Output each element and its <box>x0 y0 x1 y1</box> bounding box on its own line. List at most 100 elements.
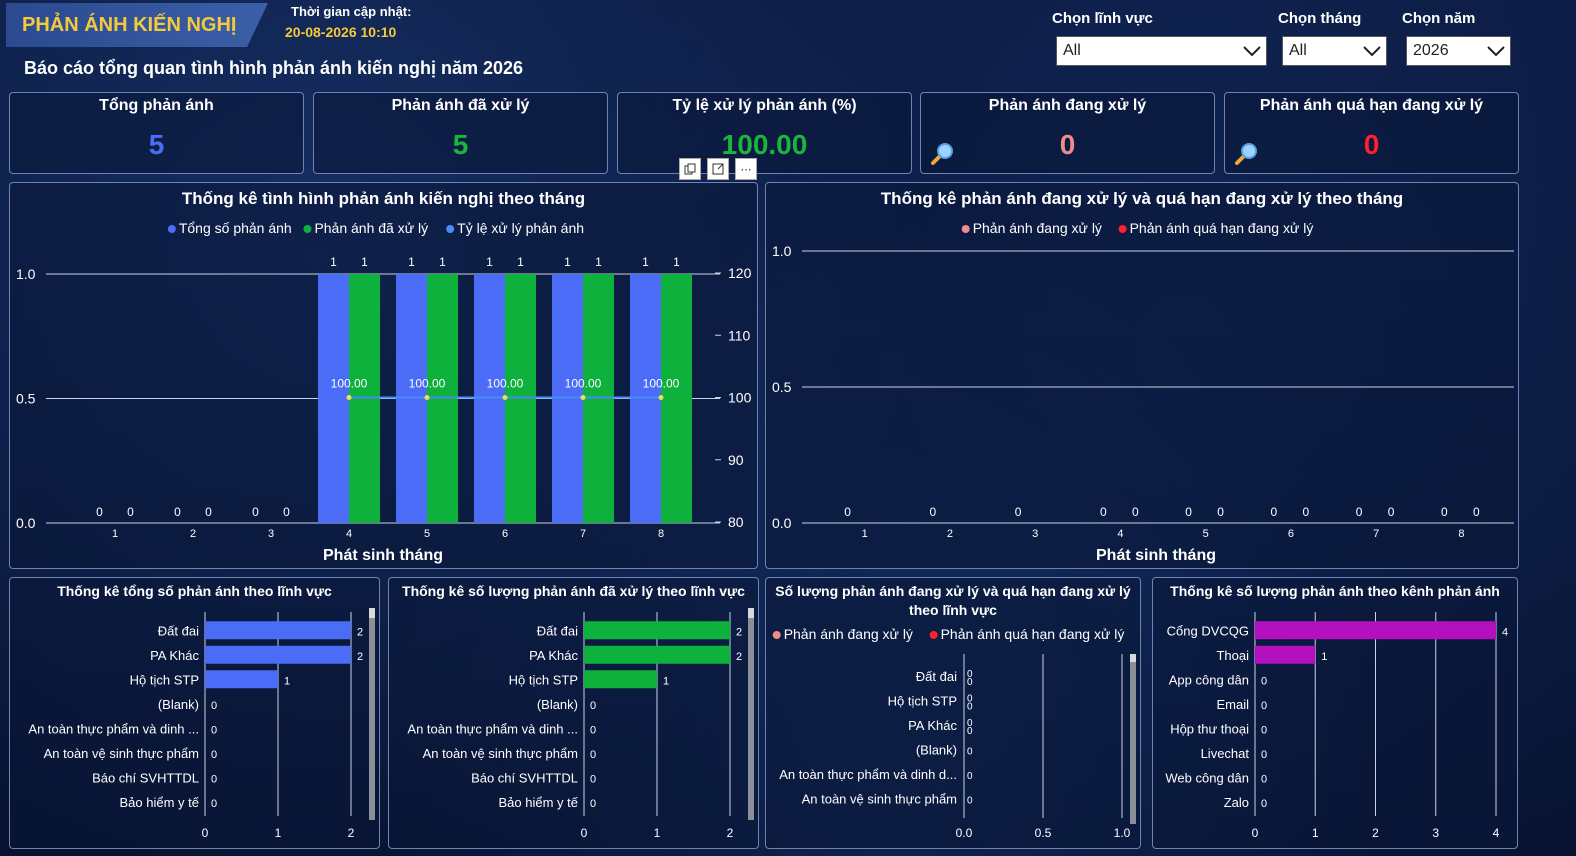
month-filter-select[interactable]: All <box>1282 36 1387 66</box>
x-tick-label: 0 <box>202 826 209 840</box>
line-data-label: 100.00 <box>487 377 524 391</box>
kpi-value: 5 <box>148 129 165 160</box>
kpi-title: Phản ánh quá hạn đang xử lý <box>1259 97 1484 114</box>
rate-point <box>346 395 352 400</box>
data-label: 1 <box>517 255 524 269</box>
field-filter-select[interactable]: All <box>1056 36 1267 66</box>
data-label: 0 <box>283 505 290 519</box>
data-label: 0 <box>1271 505 1278 519</box>
data-label: 0 <box>252 505 259 519</box>
data-label: 0 <box>1015 505 1022 519</box>
field-filter-label: Chọn lĩnh vực <box>1052 10 1153 27</box>
scrollbar-track <box>748 608 754 820</box>
data-label: 1 <box>673 255 680 269</box>
data-label: 0 <box>1261 700 1267 712</box>
y2-tick-label: 90 <box>728 452 744 468</box>
kpi-overdue-card: Phản ánh quá hạn đang xử lý 0 <box>1224 92 1519 174</box>
data-label: 2 <box>357 626 363 638</box>
data-label: 0 <box>1261 773 1267 785</box>
line-data-label: 100.00 <box>565 377 602 391</box>
data-label: 1 <box>564 255 571 269</box>
category-label: (Blank) <box>537 697 578 712</box>
data-label: 2 <box>736 651 742 663</box>
category-label: Hộ tịch STP <box>509 672 578 687</box>
data-label: 0 <box>590 773 596 785</box>
y2-tick-label: 80 <box>728 514 744 530</box>
legend-marker <box>772 631 781 639</box>
data-label: 1 <box>439 255 446 269</box>
data-label: 2 <box>357 651 363 663</box>
legend-marker <box>1118 225 1127 233</box>
x-tick-label: 5 <box>424 528 430 540</box>
data-label: 0 <box>967 726 973 737</box>
category-label: Web công dân <box>1165 770 1249 785</box>
data-label: 4 <box>1502 626 1508 638</box>
legend-label: Phản ánh đang xử lý <box>784 626 913 642</box>
category-label: An toàn thực phẩm và dinh d... <box>779 767 957 782</box>
data-label: 0 <box>1132 505 1139 519</box>
y-tick-label: 1.0 <box>772 243 792 259</box>
data-label: 0 <box>1100 505 1107 519</box>
kpi-title: Phản ánh đang xử lý <box>988 97 1147 114</box>
chart-title: Thống kê phản ánh đang xử lý và quá hạn … <box>880 189 1404 208</box>
category-label: Cổng DVCQG <box>1167 623 1249 638</box>
data-label: 0 <box>1261 724 1267 736</box>
y2-tick-label: 100 <box>728 390 752 406</box>
category-label: Zalo <box>1224 795 1249 810</box>
scrollbar-thumb <box>369 608 375 618</box>
chart-title: Thống kê tình hình phản ánh kiến nghị th… <box>181 189 586 208</box>
data-label: 0 <box>1303 505 1310 519</box>
data-label: 0 <box>1356 505 1363 519</box>
x-tick-label: 3 <box>268 528 274 540</box>
more-options-button[interactable]: ⋯ <box>735 158 757 180</box>
data-label: 0 <box>211 700 217 712</box>
x-tick-label: 8 <box>1458 528 1464 540</box>
update-time-label: Thời gian cập nhật: <box>291 4 412 19</box>
data-label: 0 <box>211 798 217 810</box>
line-data-label: 100.00 <box>331 377 368 391</box>
line-data-label: 100.00 <box>409 377 446 391</box>
category-label: Hộ tịch STP <box>130 672 199 687</box>
x-tick-label: 1 <box>1312 826 1319 840</box>
legend-label: Phản ánh quá hạn đang xử lý <box>941 626 1125 642</box>
magnifier-icon[interactable] <box>1233 141 1259 167</box>
data-label: 0 <box>590 749 596 761</box>
x-tick-label: 1 <box>112 528 118 540</box>
update-time-value: 20-08-2026 10:10 <box>285 24 397 40</box>
data-label: 0 <box>967 702 973 713</box>
category-label: An toàn vệ sinh thực phẩm <box>423 746 578 761</box>
year-filter-select[interactable]: 2026 <box>1406 36 1511 66</box>
report-subtitle: Báo cáo tổng quan tình hình phản ánh kiế… <box>24 58 524 78</box>
x-tick-label: 0 <box>1252 826 1259 840</box>
x-tick-label: 0 <box>581 826 588 840</box>
chevron-down-icon <box>1482 37 1510 65</box>
chevron-down-icon <box>1238 37 1266 65</box>
x-tick-label: 1 <box>862 528 868 540</box>
legend-marker <box>961 225 970 233</box>
legend-marker <box>929 631 938 639</box>
scrollbar-thumb <box>748 608 754 618</box>
category-label: Đất đai <box>916 669 957 684</box>
chart-title-line2: theo lĩnh vực <box>909 602 997 618</box>
kpi-processed-card: Phản ánh đã xử lý 5 <box>313 92 608 174</box>
data-label: 0 <box>844 505 851 519</box>
data-label: 1 <box>595 255 602 269</box>
category-label: An toàn thực phẩm và dinh ... <box>28 721 199 736</box>
month-filter-label: Chọn tháng <box>1278 10 1362 27</box>
category-label: An toàn vệ sinh thực phẩm <box>802 792 957 807</box>
y-tick-label: 0.0 <box>16 515 36 531</box>
kpi-title: Tổng phản ánh <box>99 97 214 114</box>
data-label: 1 <box>408 255 415 269</box>
focus-mode-icon[interactable] <box>707 158 729 180</box>
kpi-value: 0 <box>1059 129 1076 160</box>
chart-title: Thống kê tổng số phản ánh theo lĩnh vực <box>57 583 332 599</box>
copy-icon[interactable] <box>679 158 701 180</box>
chart-title: Thống kê số lượng phản ánh đã xử lý theo… <box>402 583 745 599</box>
data-label: 0 <box>1441 505 1448 519</box>
kpi-value: 5 <box>452 129 469 160</box>
magnifier-icon[interactable] <box>929 141 955 167</box>
x-tick-label: 5 <box>1203 528 1209 540</box>
app-title: PHẢN ÁNH KIẾN NGHỊ <box>6 3 268 47</box>
y-tick-label: 0.5 <box>772 379 792 395</box>
data-label: 0 <box>590 724 596 736</box>
